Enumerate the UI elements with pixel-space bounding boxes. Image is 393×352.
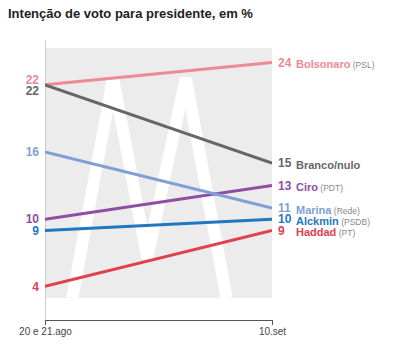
series-line: [45, 152, 272, 208]
title: Intenção de voto para presidente, em %: [8, 6, 253, 21]
x-tick: 20 e 21.ago: [19, 320, 72, 337]
data-label: 16: [26, 145, 40, 159]
x-tick-label: 20 e 21.ago: [19, 326, 72, 337]
data-label: 22: [26, 84, 40, 98]
series-line: [45, 62, 272, 84]
series-name: Bolsonaro (PSL): [296, 58, 375, 70]
data-label: 4: [32, 280, 39, 294]
y-axis-line: [45, 41, 46, 321]
series-name: Ciro (PDT): [296, 181, 343, 193]
y-axis: [45, 41, 46, 321]
series-name: Alckmin (PSDB): [296, 215, 370, 227]
background: [45, 48, 272, 298]
data-label: 15: [278, 156, 292, 170]
series-name: Marina (Rede): [296, 204, 360, 216]
x-tick-mark: [272, 320, 273, 325]
chart: Intenção de voto para presidente, em % 20…: [0, 0, 393, 352]
x-tick-label: 10.set: [259, 326, 286, 337]
data-label: 9: [278, 224, 285, 238]
series-name: Haddad (PT): [296, 226, 355, 238]
series-line: [45, 219, 272, 230]
labels: 222422151013161191049Bolsonaro (PSL)Bran…: [26, 56, 375, 294]
data-label: 24: [278, 56, 292, 70]
series-line: [45, 186, 272, 220]
lines: [45, 62, 272, 286]
x-tick: 10.set: [259, 320, 286, 337]
series-line: [45, 230, 272, 286]
x-tick-mark: [45, 320, 46, 325]
series-line: [45, 85, 272, 163]
x-axis-line: [46, 321, 273, 326]
x-axis: 20 e 21.ago 10.set: [19, 320, 286, 337]
background-zigzag: [72, 78, 226, 298]
data-label: 9: [32, 224, 39, 238]
background-band: [45, 48, 272, 298]
data-label: 13: [278, 179, 292, 193]
series-name: Branco/nulo: [296, 159, 360, 171]
